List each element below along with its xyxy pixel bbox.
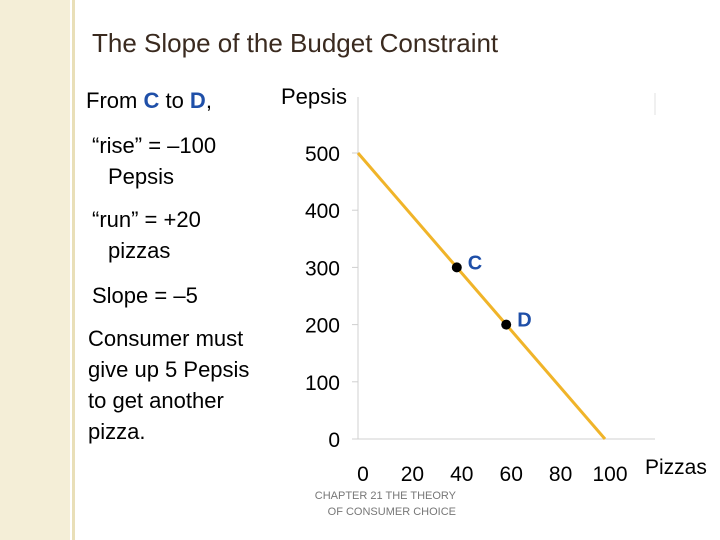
to-word: to bbox=[159, 88, 190, 113]
x-tick-label: 60 bbox=[500, 463, 523, 486]
budget-constraint-line bbox=[356, 152, 607, 440]
decorative-side-line bbox=[72, 0, 75, 540]
point-d-label: D bbox=[517, 310, 531, 332]
slide-title: The Slope of the Budget Constraint bbox=[92, 28, 499, 58]
explanation-line-4: pizza. bbox=[88, 419, 146, 444]
run-line-1: “run” = +20 bbox=[92, 207, 201, 232]
x-tick-label: 0 bbox=[357, 463, 369, 486]
y-tick-label: 200 bbox=[305, 315, 340, 338]
x-tick-label: 80 bbox=[549, 463, 572, 486]
point-d-keyword: D bbox=[189, 88, 206, 113]
x-axis-title: Pizzas bbox=[645, 456, 707, 479]
x-tick-label: 40 bbox=[450, 463, 473, 486]
slope-text: Slope = –5 bbox=[92, 283, 198, 308]
rise-line-1: “rise” = –100 bbox=[92, 133, 217, 158]
y-axis-title: Pepsis bbox=[281, 84, 347, 109]
decorative-side-band bbox=[0, 0, 70, 540]
rise-line-2: Pepsis bbox=[108, 164, 175, 189]
point-d-marker bbox=[501, 319, 512, 330]
footer-chapter-text: CHAPTER 21 THE THEORY OF CONSUMER CHOICE bbox=[314, 490, 456, 518]
point-c-keyword: C bbox=[143, 88, 160, 113]
run-line-2: pizzas bbox=[108, 238, 171, 263]
x-tick-label: 100 bbox=[592, 463, 627, 486]
from-c-to-d-text: From C to D, bbox=[86, 88, 212, 114]
from-suffix: , bbox=[205, 88, 212, 113]
point-c-label: C bbox=[468, 252, 482, 274]
y-tick-label: 0 bbox=[328, 429, 340, 452]
explanation-line-3: to get another bbox=[88, 388, 224, 413]
y-tick-label: 300 bbox=[305, 257, 340, 280]
x-tick-label: 20 bbox=[401, 463, 424, 486]
y-tick-label: 100 bbox=[305, 372, 340, 395]
point-c-marker bbox=[451, 262, 462, 273]
y-tick-label: 400 bbox=[305, 200, 340, 223]
explanation-line-2: give up 5 Pepsis bbox=[88, 357, 250, 382]
explanation-line-1: Consumer must bbox=[88, 326, 244, 351]
from-prefix: From bbox=[86, 88, 144, 113]
y-tick-label: 500 bbox=[305, 143, 340, 166]
